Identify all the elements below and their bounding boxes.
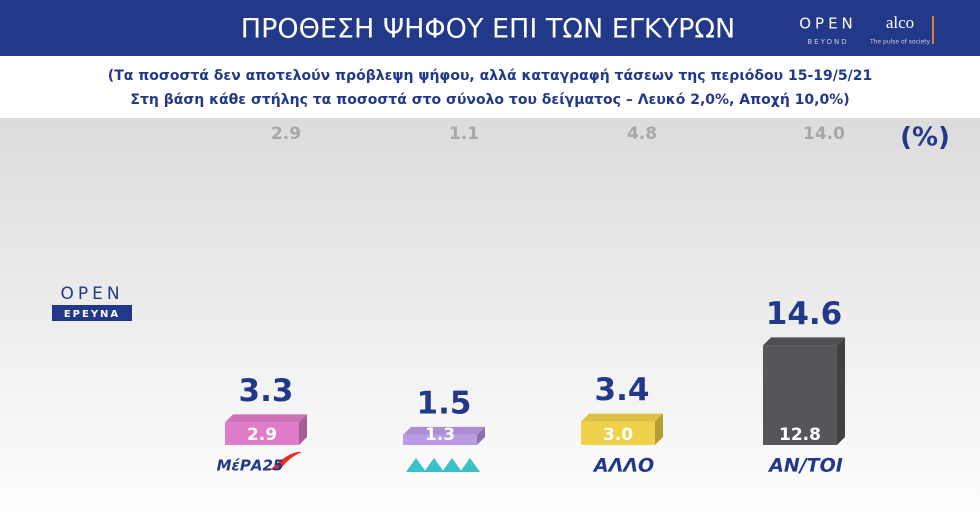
logo-beyond: BEYOND [807, 38, 848, 46]
bar-top [763, 337, 845, 346]
valid-value-label: 1.5 [417, 385, 472, 421]
x-tick-label: ΑΛΛΟ [592, 455, 654, 477]
previous-value-label: 14.0 [803, 124, 845, 144]
background [0, 118, 980, 520]
chart-title: ΠΡΟΘΕΣΗ ΨΗΦΟΥ ΕΠΙ ΤΩΝ ΕΓΚΥΡΩΝ [241, 14, 735, 45]
bar-label: 1.3 [425, 425, 455, 445]
subtitle-line: (Τα ποσοστά δεν αποτελούν πρόβλεψη ψήφου… [108, 68, 872, 84]
subtitle-line: Στη βάση κάθε στήλης τα ποσοστά στο σύνο… [130, 92, 849, 108]
logo-alco-tagline: The pulse of society [869, 39, 931, 46]
logo-open: OPEN [799, 15, 857, 33]
bar [403, 434, 477, 445]
previous-value-label: 2.9 [271, 124, 301, 144]
valid-value-label: 3.3 [239, 373, 294, 409]
bar-top [581, 413, 663, 422]
party-logo [406, 458, 480, 472]
logo-alco: alco [886, 13, 914, 32]
bar [581, 421, 655, 445]
header-band [0, 0, 980, 56]
bar [225, 422, 299, 445]
previous-value-label: 4.8 [627, 124, 657, 144]
logo-divider [932, 16, 934, 44]
bar-label: 12.8 [779, 425, 821, 445]
side-logo-open: OPEN [60, 284, 123, 304]
bar-side [837, 337, 845, 445]
bar-label: 3.0 [603, 425, 633, 445]
party-logo-swoosh [270, 451, 302, 470]
bar-top [225, 414, 307, 423]
bar-label: 2.9 [247, 425, 277, 445]
bar-side [299, 414, 307, 445]
x-tick-label: ΑΝ/ΤΟΙ [767, 455, 843, 477]
side-logo-research: ΕΡΕΥΝΑ [64, 309, 120, 320]
bar-top [403, 426, 485, 435]
unit-label: (%) [900, 123, 950, 153]
previous-value-label: 1.1 [449, 124, 479, 144]
valid-value-label: 14.6 [766, 296, 843, 332]
bar-side [477, 426, 485, 445]
bar-side [655, 413, 663, 445]
x-tick-label: ΜέΡΑ25 [217, 457, 284, 475]
valid-value-label: 3.4 [595, 372, 650, 408]
subtitle-band [0, 56, 980, 118]
bar [763, 345, 837, 445]
side-logo-band [52, 305, 132, 321]
